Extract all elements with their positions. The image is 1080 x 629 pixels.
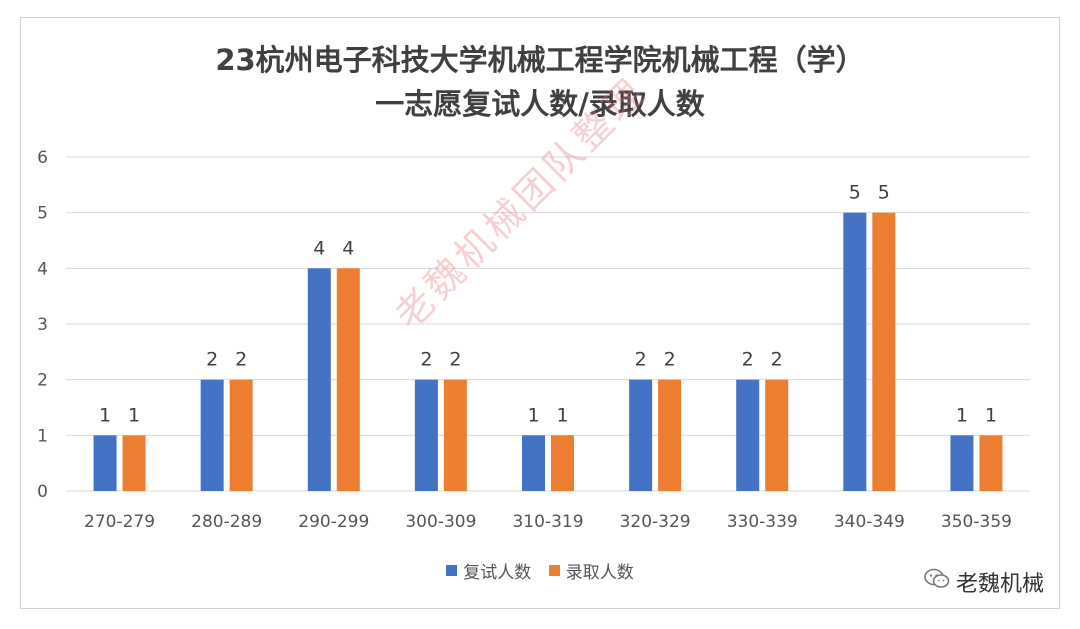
bar-2 bbox=[765, 379, 789, 491]
chart-title: 23杭州电子科技大学机械工程学院机械工程（学） 一志愿复试人数/录取人数 bbox=[0, 38, 1080, 126]
bar-2 bbox=[658, 379, 682, 491]
data-label: 2 bbox=[635, 349, 647, 371]
legend-label-series1: 复试人数 bbox=[463, 563, 532, 583]
data-label: 1 bbox=[985, 404, 997, 426]
x-tick-label: 330-339 bbox=[727, 512, 798, 532]
brand-name: 老魏机械 bbox=[955, 572, 1044, 597]
y-tick-label: 1 bbox=[37, 426, 48, 446]
x-tick-label: 320-329 bbox=[620, 512, 691, 532]
x-tick-label: 290-299 bbox=[298, 512, 369, 532]
bar-2 bbox=[872, 212, 896, 491]
bar-2 bbox=[229, 379, 253, 491]
bar-1 bbox=[629, 379, 653, 491]
bar-1 bbox=[950, 435, 974, 491]
bar-2 bbox=[979, 435, 1003, 491]
data-label: 1 bbox=[99, 404, 111, 426]
data-label: 1 bbox=[128, 404, 140, 426]
x-tick-label: 270-279 bbox=[84, 512, 155, 532]
y-tick-label: 4 bbox=[37, 259, 48, 279]
bar-2 bbox=[443, 379, 467, 491]
data-label: 2 bbox=[771, 349, 783, 371]
bar-2 bbox=[551, 435, 574, 491]
legend-swatch-series1 bbox=[446, 565, 458, 576]
data-label: 4 bbox=[313, 237, 325, 259]
data-label: 2 bbox=[235, 349, 247, 371]
data-label: 2 bbox=[449, 349, 461, 371]
bar-2 bbox=[336, 268, 360, 491]
data-label: 1 bbox=[527, 404, 539, 426]
data-label: 5 bbox=[878, 182, 890, 204]
legend-item-series2: 录取人数 bbox=[548, 558, 634, 583]
y-tick-label: 0 bbox=[37, 482, 48, 502]
data-label: 5 bbox=[849, 182, 861, 204]
chart-legend: 复试人数 录取人数 bbox=[0, 558, 1080, 583]
chart-title-line1: 23杭州电子科技大学机械工程学院机械工程（学） bbox=[215, 43, 865, 77]
brand-badge: 老魏机械 bbox=[924, 566, 1044, 598]
x-tick-label: 340-349 bbox=[834, 512, 905, 532]
data-label: 2 bbox=[664, 349, 676, 371]
data-label: 4 bbox=[342, 237, 354, 259]
x-tick-label: 310-319 bbox=[512, 512, 583, 532]
legend-item-series1: 复试人数 bbox=[446, 558, 531, 583]
bar-1 bbox=[307, 268, 331, 491]
data-label: 2 bbox=[420, 349, 432, 371]
chart-title-line2: 一志愿复试人数/录取人数 bbox=[375, 87, 705, 121]
y-tick-label: 2 bbox=[37, 371, 48, 391]
bar-1 bbox=[843, 212, 867, 491]
y-tick-label: 6 bbox=[37, 148, 48, 168]
data-label: 2 bbox=[206, 349, 218, 371]
x-tick-label: 280-289 bbox=[191, 512, 262, 532]
bar-1 bbox=[414, 379, 438, 491]
x-tick-label: 350-359 bbox=[941, 512, 1012, 532]
data-label: 1 bbox=[556, 404, 568, 426]
bar-1 bbox=[736, 379, 760, 491]
y-tick-label: 5 bbox=[37, 204, 48, 224]
bar-1 bbox=[200, 379, 224, 491]
bar-1 bbox=[522, 435, 545, 491]
legend-swatch-series2 bbox=[548, 565, 560, 576]
data-label: 1 bbox=[956, 404, 968, 426]
data-label: 2 bbox=[742, 349, 754, 371]
x-tick-label: 300-309 bbox=[405, 512, 476, 532]
bar-2 bbox=[122, 435, 146, 491]
y-tick-label: 3 bbox=[37, 315, 48, 335]
bar-1 bbox=[93, 435, 117, 491]
legend-label-series2: 录取人数 bbox=[565, 563, 634, 583]
wechat-icon bbox=[924, 568, 950, 596]
